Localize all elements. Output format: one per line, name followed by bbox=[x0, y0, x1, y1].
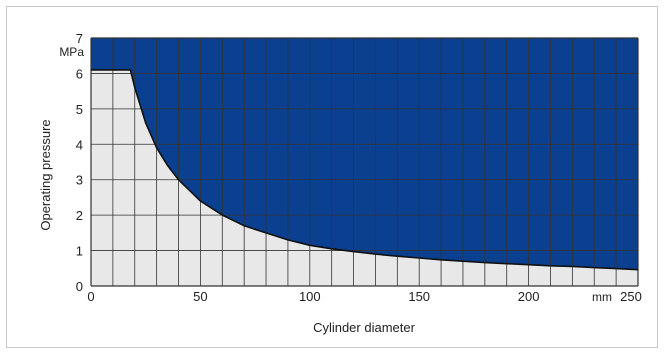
grid bbox=[90, 37, 639, 287]
region-above-curve bbox=[91, 38, 638, 270]
y-axis-title: Operating pressure bbox=[38, 119, 53, 230]
x-tick-label: 250 bbox=[620, 289, 642, 304]
x-tick-labels: 0 50 100 150 200 250 bbox=[87, 289, 641, 304]
y-tick-label: 3 bbox=[76, 173, 83, 188]
y-tick-label: 4 bbox=[76, 137, 83, 152]
x-tick-label: 50 bbox=[193, 289, 207, 304]
x-tick-label: 0 bbox=[87, 289, 94, 304]
y-tick-label: 2 bbox=[76, 208, 83, 223]
y-unit-label: MPa bbox=[59, 45, 84, 59]
y-tick-label: 6 bbox=[76, 66, 83, 81]
region-below-curve bbox=[91, 69, 638, 287]
boundary-line bbox=[91, 69, 639, 271]
regions bbox=[91, 38, 638, 287]
x-tick-label: 150 bbox=[408, 289, 430, 304]
x-tick-label: 200 bbox=[518, 289, 540, 304]
chart-frame bbox=[6, 6, 658, 348]
y-tick-label: 5 bbox=[76, 102, 83, 117]
y-tick-label: 0 bbox=[76, 279, 83, 294]
x-unit-label: mm bbox=[592, 290, 612, 304]
x-axis-title: Cylinder diameter bbox=[313, 320, 416, 335]
y-tick-label: 7 bbox=[76, 31, 83, 46]
x-tick-label: 100 bbox=[299, 289, 321, 304]
y-tick-label: 1 bbox=[76, 244, 83, 259]
y-tick-labels: 0 1 2 3 4 5 6 7 bbox=[76, 31, 83, 294]
